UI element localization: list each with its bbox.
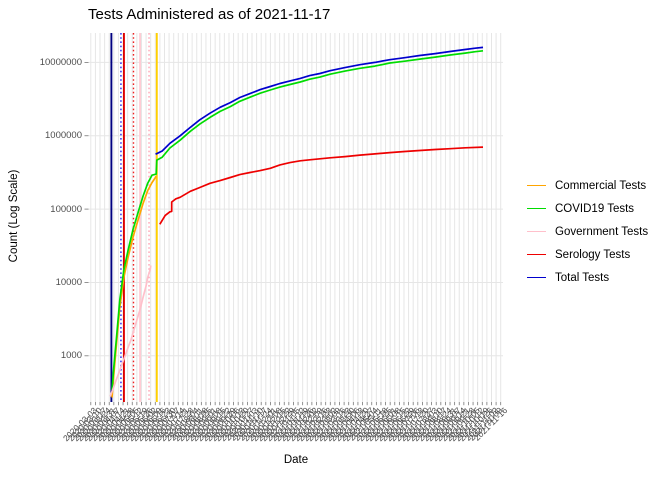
series-line-covid19-tests <box>111 49 484 391</box>
vertical-gridlines <box>90 33 502 402</box>
legend-item: Total Tests <box>527 266 648 289</box>
x-axis-ticks <box>90 402 502 406</box>
series-line-serology-tests <box>159 146 484 225</box>
series-line-total-tests <box>155 46 484 155</box>
legend-key-line <box>527 254 546 255</box>
series-lines <box>109 46 484 398</box>
annotation-vlines <box>110 33 158 402</box>
legend: Commercial Tests COVID19 Tests Government … <box>527 174 648 289</box>
legend-label: Government Tests <box>555 225 649 238</box>
x-axis-title: Date <box>283 454 309 466</box>
y-tick-label: 1000000 <box>45 130 82 142</box>
legend-item: Commercial Tests <box>527 174 648 197</box>
legend-label: Total Tests <box>555 271 610 284</box>
legend-key-line <box>527 208 546 209</box>
series-line-government-tests <box>109 265 152 397</box>
legend-key-line <box>527 185 546 186</box>
y-tick-label: 1000 <box>60 350 82 362</box>
y-axis-ticks <box>84 62 89 357</box>
y-tick-label: 10000 <box>55 276 82 288</box>
legend-label: Serology Tests <box>555 248 631 261</box>
y-tick-label: 10000000 <box>39 56 82 68</box>
legend-key-line <box>527 231 546 232</box>
legend-key-line <box>527 277 546 278</box>
legend-label: COVID19 Tests <box>555 202 635 215</box>
chart-title: Tests Administered as of 2021-11-17 <box>88 6 331 23</box>
legend-item: COVID19 Tests <box>527 197 648 220</box>
legend-item: Serology Tests <box>527 243 648 266</box>
legend-label: Commercial Tests <box>555 179 647 192</box>
y-tick-label: 100000 <box>50 203 82 215</box>
y-axis-title: Count (Log Scale) <box>8 169 20 263</box>
legend-item: Government Tests <box>527 220 648 243</box>
